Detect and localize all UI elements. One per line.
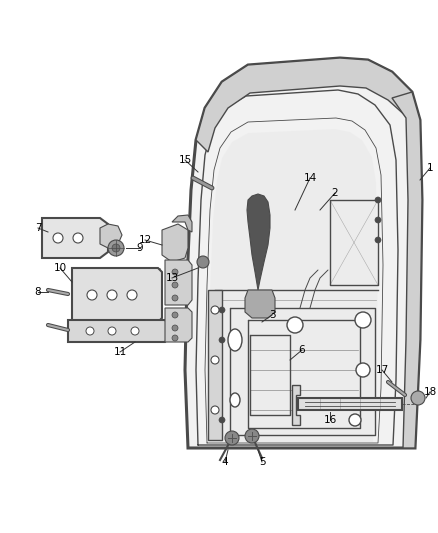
Circle shape — [349, 414, 361, 426]
Polygon shape — [185, 58, 422, 448]
Text: 2: 2 — [332, 188, 338, 198]
Polygon shape — [245, 290, 275, 318]
Text: 7: 7 — [35, 223, 41, 233]
Circle shape — [219, 307, 225, 313]
Circle shape — [375, 237, 381, 243]
Text: 3: 3 — [268, 310, 276, 320]
Circle shape — [197, 256, 209, 268]
Circle shape — [245, 429, 259, 443]
Polygon shape — [165, 260, 192, 305]
Circle shape — [108, 240, 124, 256]
Circle shape — [211, 306, 219, 314]
Circle shape — [112, 244, 120, 252]
Polygon shape — [165, 308, 192, 342]
Text: 15: 15 — [178, 155, 192, 165]
Polygon shape — [196, 58, 420, 152]
Polygon shape — [392, 92, 422, 448]
Circle shape — [172, 282, 178, 288]
Circle shape — [287, 317, 303, 333]
Circle shape — [108, 327, 116, 335]
Circle shape — [172, 335, 178, 341]
Circle shape — [375, 197, 381, 203]
Text: 12: 12 — [138, 235, 152, 245]
Polygon shape — [208, 129, 378, 442]
Circle shape — [211, 356, 219, 364]
Ellipse shape — [230, 393, 240, 407]
Text: 14: 14 — [304, 173, 317, 183]
Polygon shape — [298, 398, 402, 410]
Ellipse shape — [228, 329, 242, 351]
Text: 16: 16 — [323, 415, 337, 425]
Text: 5: 5 — [259, 457, 265, 467]
Circle shape — [172, 295, 178, 301]
Text: 4: 4 — [222, 457, 228, 467]
Text: 1: 1 — [427, 163, 433, 173]
Polygon shape — [208, 290, 222, 440]
Text: 8: 8 — [35, 287, 41, 297]
Circle shape — [87, 290, 97, 300]
Circle shape — [107, 290, 117, 300]
Circle shape — [211, 406, 219, 414]
Polygon shape — [68, 320, 168, 342]
Polygon shape — [72, 268, 162, 322]
Polygon shape — [172, 215, 192, 232]
Text: 11: 11 — [113, 347, 127, 357]
Circle shape — [172, 325, 178, 331]
Text: 10: 10 — [53, 263, 67, 273]
Circle shape — [53, 233, 63, 243]
Circle shape — [131, 327, 139, 335]
Circle shape — [355, 312, 371, 328]
Circle shape — [172, 312, 178, 318]
Circle shape — [375, 217, 381, 223]
Circle shape — [127, 290, 137, 300]
Circle shape — [219, 337, 225, 343]
Polygon shape — [100, 224, 122, 248]
Circle shape — [86, 327, 94, 335]
Circle shape — [172, 269, 178, 275]
Polygon shape — [247, 194, 270, 290]
Text: 6: 6 — [299, 345, 305, 355]
Polygon shape — [292, 385, 300, 425]
Circle shape — [219, 417, 225, 423]
Circle shape — [411, 391, 425, 405]
Text: 9: 9 — [137, 243, 143, 253]
Circle shape — [225, 431, 239, 445]
Text: 13: 13 — [166, 273, 179, 283]
Circle shape — [356, 363, 370, 377]
Polygon shape — [42, 218, 108, 258]
Text: 17: 17 — [375, 365, 389, 375]
Polygon shape — [162, 224, 188, 262]
Text: 18: 18 — [424, 387, 437, 397]
Circle shape — [73, 233, 83, 243]
